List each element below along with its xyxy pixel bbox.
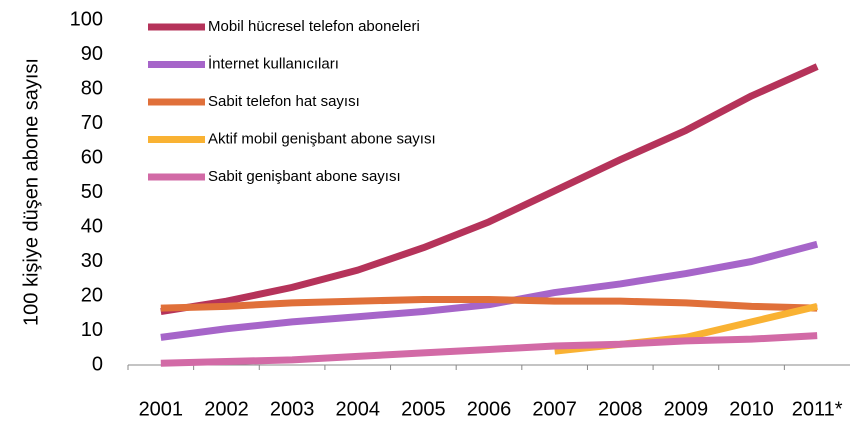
- legend-label: Mobil hücresel telefon aboneleri: [208, 18, 420, 35]
- y-axis-label: 100 kişiye düşen abone sayısı: [20, 58, 42, 326]
- x-tick-label: 2005: [401, 398, 446, 420]
- legend-label: İnternet kullanıcıları: [208, 54, 339, 72]
- y-tick-label: 60: [81, 146, 103, 168]
- y-tick-label: 20: [81, 284, 103, 306]
- legend-label: Sabit telefon hat sayısı: [208, 93, 360, 110]
- y-tick-label: 100: [70, 8, 103, 30]
- x-tick-label: 2010: [729, 398, 774, 420]
- y-tick-label: 90: [81, 43, 103, 65]
- x-tick-label: 2002: [204, 398, 249, 420]
- y-tick-label: 0: [92, 353, 103, 375]
- legend-label: Aktif mobil genişbant abone sayısı: [208, 130, 436, 147]
- y-tick-label: 80: [81, 77, 103, 99]
- series-line: [160, 63, 819, 315]
- series-line: [160, 332, 818, 367]
- y-tick-label: 30: [81, 250, 103, 272]
- y-tick-label: 50: [81, 181, 103, 203]
- legend-label: Sabit genişbant abone sayısı: [208, 168, 401, 185]
- series-line: [160, 240, 819, 341]
- x-tick-label: 2009: [664, 398, 709, 420]
- y-tick-label: 70: [81, 112, 103, 134]
- x-tick-label: 2003: [270, 398, 315, 420]
- x-tick-label: 2004: [335, 398, 380, 420]
- x-tick-label: 2007: [532, 398, 577, 420]
- x-tick-label: 2006: [467, 398, 512, 420]
- series-line: [160, 295, 818, 312]
- x-tick-label: 2011*: [792, 398, 843, 420]
- y-tick-label: 10: [81, 319, 103, 341]
- y-tick-label: 40: [81, 215, 103, 237]
- x-tick-label: 2001: [139, 398, 184, 420]
- x-tick-label: 2008: [598, 398, 643, 420]
